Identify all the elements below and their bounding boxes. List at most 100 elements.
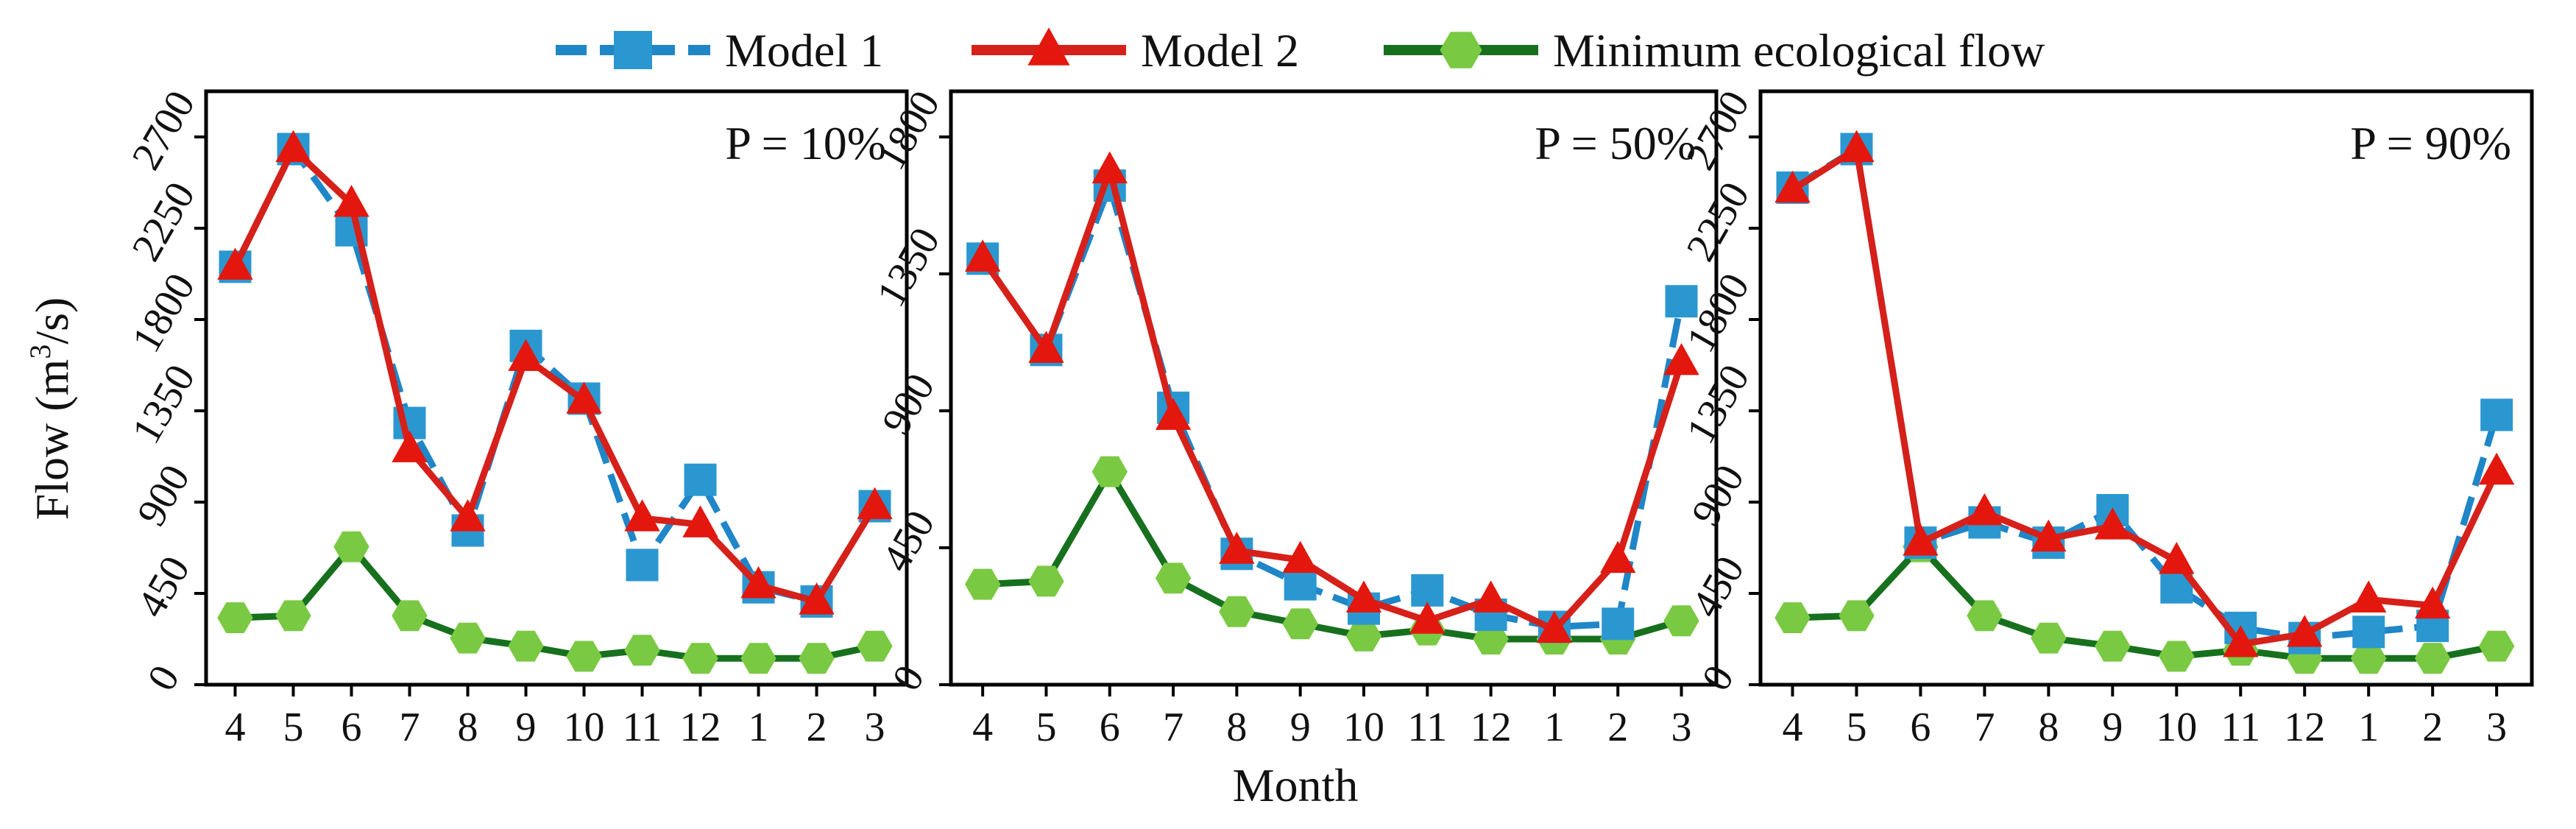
x-tick-label: 6 — [1910, 705, 1931, 750]
x-tick-label: 11 — [623, 705, 662, 750]
data-point — [799, 643, 835, 674]
plot-frame — [204, 89, 909, 687]
data-point — [392, 430, 428, 462]
x-tick-label: 1 — [1544, 705, 1565, 750]
data-point — [1411, 574, 1444, 607]
data-point — [1967, 600, 2003, 632]
data-point — [624, 635, 660, 666]
y-axis-label: Flow (m3/s) — [24, 297, 78, 521]
data-point — [1903, 523, 1939, 556]
data-point — [684, 463, 717, 496]
y-tick-label: 900 — [1683, 457, 1754, 534]
data-point — [1028, 331, 1064, 363]
x-tick-label: 3 — [865, 705, 885, 750]
data-point — [1774, 170, 1811, 203]
data-point — [333, 185, 369, 217]
data-point — [857, 630, 893, 662]
data-point — [333, 531, 369, 562]
legend-item-1: Model 1 — [556, 24, 883, 77]
x-tick-label: 3 — [2486, 705, 2507, 750]
x-tick-label: 10 — [564, 705, 605, 750]
plot-frame — [1758, 89, 2534, 687]
data-point — [1345, 580, 1382, 613]
data-point — [2095, 630, 2131, 662]
y-tick-label: 2700 — [124, 83, 205, 177]
data-point — [1774, 602, 1811, 633]
data-point — [508, 339, 544, 371]
x-tick-label: 2 — [807, 705, 827, 750]
legend-marker — [614, 31, 652, 69]
x-tick-label: 6 — [1100, 705, 1120, 750]
data-point — [682, 643, 718, 674]
data-point — [682, 505, 718, 537]
data-point — [508, 630, 544, 662]
x-tick-label: 11 — [1407, 705, 1447, 750]
data-point — [275, 130, 311, 163]
x-tick-label: 8 — [458, 705, 478, 750]
x-tick-label: 8 — [1226, 705, 1247, 750]
x-tick-label: 12 — [680, 705, 721, 750]
series-line — [235, 543, 876, 662]
x-tick-label: 5 — [283, 705, 304, 750]
y-tick-label: 1350 — [868, 220, 949, 314]
legend-label: Model 1 — [725, 24, 883, 77]
data-point — [1282, 540, 1318, 574]
data-point — [1409, 602, 1446, 634]
data-point — [2480, 398, 2513, 431]
data-point — [1602, 607, 1635, 641]
legend-marker — [1440, 32, 1482, 68]
panel-annotation: P = 50% — [1535, 117, 1696, 169]
data-point — [1473, 580, 1509, 613]
legend-item-2: Model 2 — [972, 24, 1299, 77]
data-point — [2351, 643, 2387, 674]
legend-label: Minimum ecological flow — [1553, 24, 2045, 77]
data-point — [2031, 622, 2067, 654]
plot-frame — [949, 89, 1719, 687]
series-line — [980, 182, 1685, 630]
data-point — [2031, 519, 2067, 552]
x-tick-label: 9 — [2102, 705, 2123, 750]
y-axis-label-prefix: Flow (m — [26, 359, 78, 521]
x-tick-label: 5 — [1846, 705, 1866, 750]
data-point — [1665, 285, 1698, 318]
x-tick-label: 7 — [1163, 705, 1183, 750]
data-point — [217, 247, 253, 280]
series-model-2 — [217, 130, 893, 615]
data-point — [566, 381, 602, 414]
y-tick-label: 1800 — [124, 266, 205, 360]
y-axis-label-suffix: /s) — [26, 297, 78, 345]
y-tick-label: 900 — [129, 457, 199, 534]
x-tick-label: 3 — [1671, 705, 1692, 750]
data-point — [1473, 624, 1509, 655]
data-point — [1839, 600, 1875, 632]
data-point — [1219, 596, 1255, 627]
data-point — [740, 643, 776, 674]
data-point — [2479, 630, 2515, 662]
data-point — [2478, 452, 2515, 485]
data-point — [2287, 615, 2323, 647]
data-point — [566, 641, 602, 672]
legend-marker — [1027, 27, 1070, 66]
data-point — [2095, 507, 2131, 540]
data-point — [1284, 568, 1317, 601]
x-tick-label: 8 — [2038, 705, 2059, 750]
data-point — [2351, 580, 2387, 613]
series-model-2 — [1774, 130, 2515, 657]
x-tick-label: 4 — [225, 705, 246, 750]
y-tick-label: 900 — [874, 366, 944, 442]
data-point — [2415, 643, 2451, 674]
data-point — [857, 487, 893, 520]
data-point — [450, 622, 486, 654]
x-tick-label: 11 — [2221, 705, 2260, 750]
data-point — [626, 548, 659, 582]
x-tick-label: 10 — [1343, 705, 1384, 750]
x-tick-label: 5 — [1036, 705, 1056, 750]
data-point — [1282, 608, 1318, 640]
data-point — [2159, 541, 2195, 574]
series-minimum-ecological-flow — [217, 531, 893, 674]
data-point — [1839, 130, 1875, 163]
